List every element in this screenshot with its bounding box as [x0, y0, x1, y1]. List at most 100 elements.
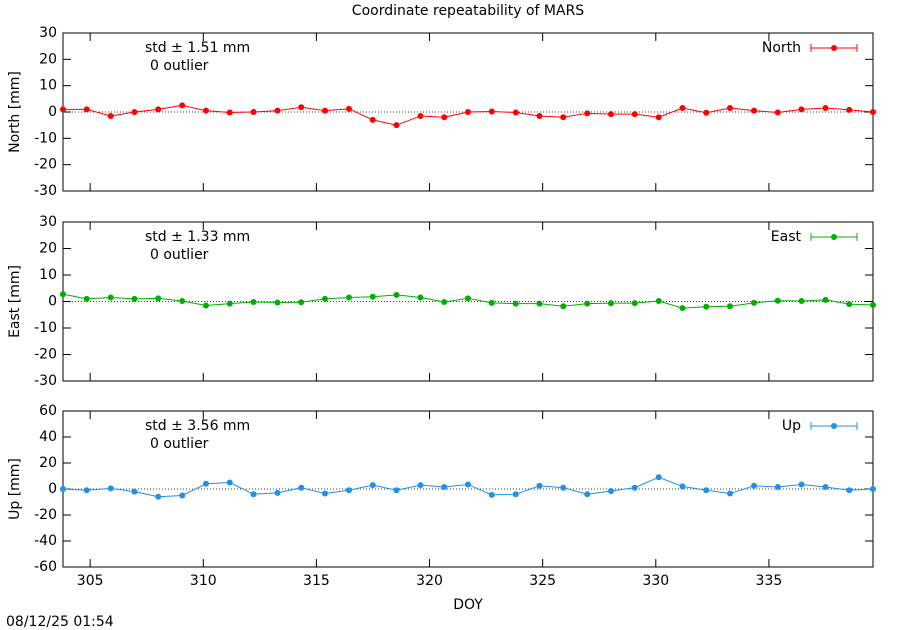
- data-point: [202, 302, 209, 309]
- x-tick-label: 320: [416, 573, 443, 589]
- x-tick-label: 305: [77, 573, 104, 589]
- data-point: [822, 296, 829, 303]
- data-point: [83, 106, 90, 113]
- data-point: [322, 107, 329, 114]
- data-point: [226, 109, 233, 116]
- data-point: [584, 110, 591, 117]
- data-point: [345, 105, 352, 112]
- y-axis-label: North [mm]: [7, 71, 23, 153]
- y-tick-label: 60: [39, 403, 57, 419]
- data-point: [798, 106, 805, 113]
- data-point: [607, 111, 614, 118]
- data-point: [488, 299, 495, 306]
- data-point: [298, 104, 305, 111]
- data-point: [560, 303, 567, 310]
- legend-marker: [831, 234, 837, 240]
- data-point: [274, 489, 281, 496]
- data-point: [536, 300, 543, 307]
- data-point: [465, 109, 471, 115]
- data-point: [822, 484, 829, 491]
- data-point: [274, 107, 281, 114]
- data-point: [870, 301, 876, 308]
- data-point: [584, 491, 591, 498]
- data-point: [417, 294, 424, 301]
- data-point: [179, 297, 186, 304]
- data-point: [607, 487, 614, 494]
- data-point: [727, 105, 734, 112]
- data-point: [107, 112, 114, 119]
- data-point: [322, 490, 329, 497]
- data-point: [155, 493, 162, 500]
- data-point: [679, 483, 686, 490]
- data-point: [488, 491, 495, 498]
- data-point: [226, 479, 233, 486]
- data-point: [512, 491, 519, 498]
- y-tick-label: -60: [34, 559, 57, 575]
- data-point: [345, 487, 352, 494]
- y-tick-label: -10: [34, 130, 57, 146]
- data-point: [727, 490, 734, 497]
- data-point: [179, 102, 186, 109]
- y-tick-label: -20: [34, 347, 57, 363]
- data-point: [322, 295, 329, 302]
- data-point: [655, 114, 662, 121]
- legend-label: Up: [782, 418, 801, 434]
- data-point: [155, 106, 162, 113]
- data-point: [83, 295, 90, 302]
- y-tick-label: -30: [34, 373, 57, 389]
- data-point: [393, 291, 400, 298]
- y-tick-label: -40: [34, 533, 57, 549]
- chart-title: Coordinate repeatability of MARS: [352, 3, 585, 19]
- data-point: [83, 487, 90, 494]
- data-point: [60, 106, 66, 113]
- data-point: [846, 106, 853, 113]
- annotation: 0 outlier: [150, 247, 209, 263]
- data-point: [703, 487, 710, 494]
- data-point: [870, 486, 876, 492]
- data-point: [631, 111, 638, 118]
- data-point: [465, 481, 471, 488]
- data-point: [512, 109, 519, 116]
- data-point: [60, 291, 66, 298]
- data-point: [655, 474, 662, 481]
- data-point: [131, 295, 138, 302]
- data-point: [226, 300, 233, 307]
- data-point: [393, 122, 400, 129]
- data-point: [417, 112, 424, 119]
- legend-marker: [831, 45, 837, 51]
- x-tick-label: 335: [756, 573, 783, 589]
- data-point: [750, 482, 757, 489]
- data-point: [155, 295, 162, 302]
- annotation: std ± 1.33 mm: [145, 229, 250, 245]
- y-tick-label: -20: [34, 157, 57, 173]
- data-point: [393, 487, 400, 494]
- data-point: [202, 107, 209, 114]
- data-point: [750, 299, 757, 306]
- y-tick-label: 0: [48, 294, 57, 310]
- data-point: [250, 491, 257, 498]
- data-point: [822, 105, 829, 112]
- data-point: [250, 299, 257, 306]
- data-point: [631, 484, 638, 491]
- data-point: [703, 109, 710, 116]
- y-axis-label: East [mm]: [7, 265, 23, 338]
- data-point: [798, 297, 805, 304]
- y-tick-label: 20: [39, 241, 57, 257]
- data-point: [488, 108, 495, 115]
- data-point: [774, 484, 781, 491]
- data-point: [417, 482, 424, 489]
- data-point: [369, 116, 376, 123]
- legend-label: North: [762, 40, 801, 56]
- data-point: [798, 481, 805, 488]
- annotation: std ± 3.56 mm: [145, 418, 250, 434]
- y-tick-label: 20: [39, 51, 57, 67]
- y-tick-label: -30: [34, 183, 57, 199]
- data-point: [60, 486, 66, 492]
- y-tick-label: 20: [39, 455, 57, 471]
- timestamp: 08/12/25 01:54: [6, 614, 114, 630]
- data-point: [441, 114, 448, 121]
- data-point: [703, 303, 710, 310]
- data-point: [870, 109, 876, 115]
- x-tick-label: 325: [529, 573, 556, 589]
